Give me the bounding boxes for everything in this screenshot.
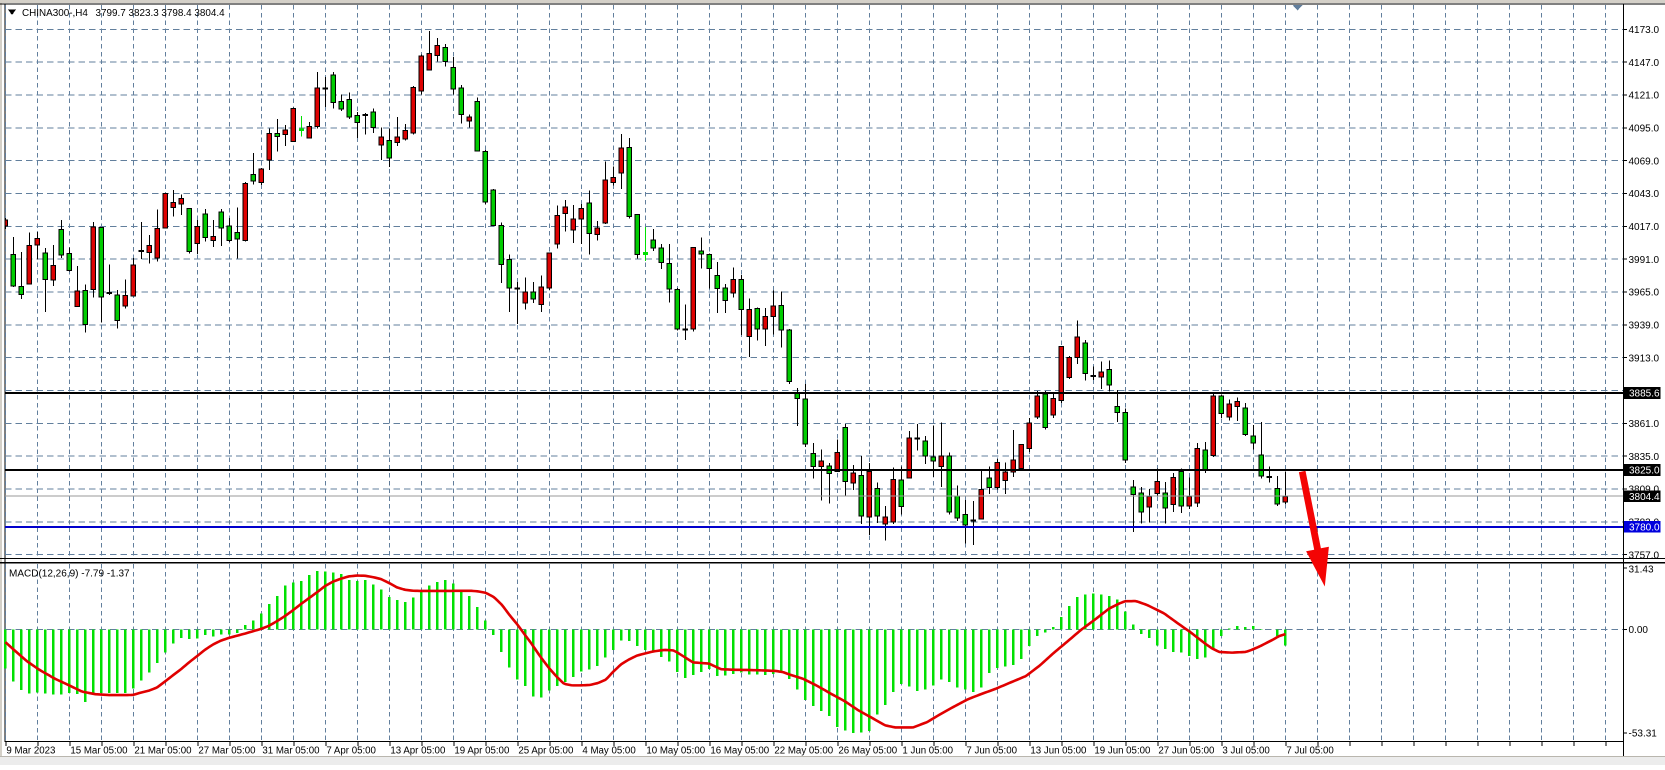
svg-text:15 Mar 05:00: 15 Mar 05:00	[70, 746, 128, 757]
svg-text:10 May 05:00: 10 May 05:00	[646, 746, 705, 757]
svg-text:3809.0: 3809.0	[1629, 485, 1660, 496]
svg-text:27 Jun 05:00: 27 Jun 05:00	[1158, 746, 1215, 757]
svg-text:4043.0: 4043.0	[1629, 189, 1660, 200]
svg-text:3885.6: 3885.6	[1629, 389, 1660, 400]
svg-text:3991.0: 3991.0	[1629, 255, 1660, 266]
svg-text:-53.31: -53.31	[1629, 729, 1658, 740]
svg-text:31 Mar 05:00: 31 Mar 05:00	[262, 746, 320, 757]
svg-text:4 May 05:00: 4 May 05:00	[582, 746, 636, 757]
svg-text:22 May 05:00: 22 May 05:00	[774, 746, 833, 757]
svg-text:3780.0: 3780.0	[1629, 522, 1660, 533]
svg-text:31.43: 31.43	[1629, 565, 1654, 576]
svg-text:4121.0: 4121.0	[1629, 91, 1660, 102]
svg-text:19 Apr 05:00: 19 Apr 05:00	[454, 746, 510, 757]
svg-text:21 Mar 05:00: 21 Mar 05:00	[134, 746, 192, 757]
svg-text:9 Mar 2023: 9 Mar 2023	[6, 746, 55, 757]
svg-text:13 Jun 05:00: 13 Jun 05:00	[1030, 746, 1087, 757]
svg-text:3835.0: 3835.0	[1629, 452, 1660, 463]
svg-text:3804.4: 3804.4	[1629, 492, 1660, 503]
svg-text:3861.0: 3861.0	[1629, 419, 1660, 430]
svg-text:7 Apr 05:00: 7 Apr 05:00	[326, 746, 376, 757]
svg-text:CHINA300-,H4 3799.7 3823.3 37: CHINA300-,H4 3799.7 3823.3 3798.4 3804.4	[22, 8, 225, 19]
svg-text:16 May 05:00: 16 May 05:00	[710, 746, 769, 757]
svg-text:4173.0: 4173.0	[1629, 25, 1660, 36]
svg-text:26 May 05:00: 26 May 05:00	[838, 746, 897, 757]
svg-text:3965.0: 3965.0	[1629, 288, 1660, 299]
svg-text:13 Apr 05:00: 13 Apr 05:00	[390, 746, 446, 757]
svg-text:4069.0: 4069.0	[1629, 156, 1660, 167]
svg-text:0.00: 0.00	[1629, 625, 1649, 636]
svg-text:3913.0: 3913.0	[1629, 353, 1660, 364]
svg-text:4017.0: 4017.0	[1629, 222, 1660, 233]
svg-text:3757.0: 3757.0	[1629, 550, 1660, 561]
svg-text:4095.0: 4095.0	[1629, 124, 1660, 135]
svg-text:7 Jul 05:00: 7 Jul 05:00	[1286, 746, 1334, 757]
svg-text:3939.0: 3939.0	[1629, 321, 1660, 332]
svg-text:MACD(12,26,9) -7.79 -1.37: MACD(12,26,9) -7.79 -1.37	[9, 569, 130, 580]
svg-text:3825.0: 3825.0	[1629, 466, 1660, 477]
svg-text:3 Jul 05:00: 3 Jul 05:00	[1222, 746, 1270, 757]
svg-text:7 Jun 05:00: 7 Jun 05:00	[966, 746, 1017, 757]
svg-text:4147.0: 4147.0	[1629, 58, 1660, 69]
svg-text:25 Apr 05:00: 25 Apr 05:00	[518, 746, 574, 757]
svg-text:27 Mar 05:00: 27 Mar 05:00	[198, 746, 256, 757]
svg-text:1 Jun 05:00: 1 Jun 05:00	[902, 746, 953, 757]
svg-text:19 Jun 05:00: 19 Jun 05:00	[1094, 746, 1151, 757]
